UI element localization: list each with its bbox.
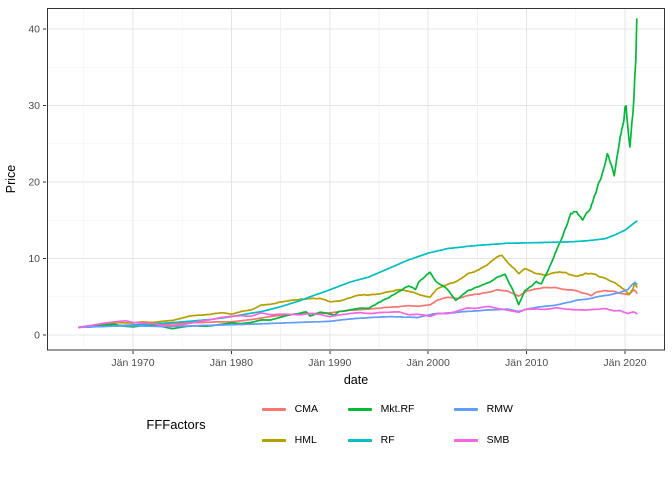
- series-line-Mkt.RF: [78, 18, 638, 330]
- legend-label-RMW: RMW: [486, 403, 513, 415]
- legend-item-RF: RF: [347, 434, 434, 446]
- y-tick-label: 30: [28, 100, 40, 112]
- legend-title: FFFactors: [146, 417, 206, 432]
- legend-item-CMA: CMA: [261, 403, 328, 415]
- legend-items: CMA Mkt.RF RMW HML RF SMB: [261, 403, 526, 446]
- y-tick-label: 20: [28, 177, 40, 189]
- x-axis-title: date: [344, 373, 368, 387]
- legend-label-RF: RF: [380, 434, 395, 446]
- x-tick-label: Jän 2010: [505, 357, 548, 369]
- legend-key-CMA: [261, 407, 286, 411]
- x-tick-label: Jän 1980: [210, 357, 253, 369]
- panel-border: [47, 8, 665, 351]
- series-line-CMA: [78, 286, 638, 329]
- legend-label-Mkt.RF: Mkt.RF: [380, 403, 415, 415]
- y-tick-label: 10: [28, 253, 40, 265]
- legend-key-SMB: [453, 438, 478, 442]
- x-tick-label: Jän 2000: [407, 357, 450, 369]
- series-line-SMB: [78, 305, 638, 329]
- x-tick-label: Jän 1990: [308, 357, 351, 369]
- legend-key-RF: [347, 438, 372, 442]
- legend: FFFactors CMA Mkt.RF RMW HML RF SMB: [0, 403, 672, 446]
- legend-item-SMB: SMB: [453, 434, 526, 446]
- legend-item-HML: HML: [261, 434, 328, 446]
- legend-item-Mkt.RF: Mkt.RF: [347, 403, 434, 415]
- legend-key-Mkt.RF: [347, 407, 372, 411]
- series-line-HML: [78, 254, 638, 329]
- x-tick-label: Jän 1970: [111, 357, 154, 369]
- legend-item-RMW: RMW: [453, 403, 526, 415]
- y-axis-title: Price: [4, 165, 18, 194]
- legend-key-HML: [261, 438, 286, 442]
- axis-ticks: [43, 28, 626, 354]
- legend-label-SMB: SMB: [486, 434, 510, 446]
- gridlines: [47, 8, 665, 350]
- legend-label-HML: HML: [294, 434, 317, 446]
- x-tick-label: Jän 2020: [603, 357, 646, 369]
- y-tick-label: 40: [28, 24, 40, 36]
- y-tick-label: 0: [34, 330, 40, 342]
- series-line-RF: [78, 220, 638, 329]
- plot-area: Jän 1970 Jän 1980 Jän 1990 Jän 2000 Jän 2010…: [4, 8, 665, 387]
- legend-label-CMA: CMA: [294, 403, 318, 415]
- legend-key-RMW: [453, 407, 478, 411]
